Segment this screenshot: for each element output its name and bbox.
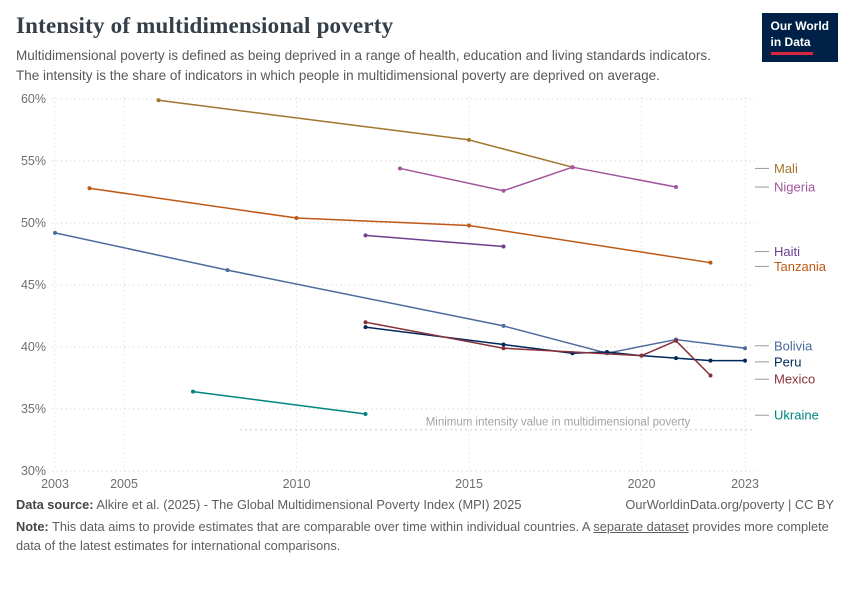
data-point-bolivia[interactable] [53, 231, 57, 236]
series-label-tanzania[interactable]: Tanzania [774, 259, 827, 274]
series-label-haiti[interactable]: Haiti [774, 244, 800, 259]
x-tick-label: 2023 [731, 477, 759, 491]
line-chart[interactable]: 2003 2005 2010 2015 2020 2023 30% 35% 40% 45% 50% 5… [0, 85, 850, 495]
x-tick-label: 2003 [41, 477, 69, 491]
y-tick-label: 45% [21, 278, 46, 292]
y-tick-label: 50% [21, 216, 46, 230]
x-tick-label: 2020 [628, 477, 656, 491]
data-point-peru[interactable] [674, 356, 678, 361]
data-point-tanzania[interactable] [708, 260, 713, 265]
data-point-ukraine[interactable] [363, 412, 368, 417]
series-label-mali[interactable]: Mali [774, 161, 798, 176]
chart-subtitle: Multidimensional poverty is defined as b… [16, 48, 711, 83]
series-line-nigeria[interactable] [399, 166, 677, 192]
header: Intensity of multidimensional poverty Mu… [0, 0, 850, 85]
y-tick-label: 55% [21, 154, 46, 168]
data-point-mexico[interactable] [501, 346, 506, 351]
data-point-peru[interactable] [743, 358, 747, 363]
y-tick-label: 40% [21, 340, 46, 354]
data-point-peru[interactable] [605, 350, 609, 355]
data-point-mali[interactable] [156, 98, 161, 103]
x-tick-label: 2015 [455, 477, 483, 491]
data-point-tanzania[interactable] [87, 186, 92, 191]
chart-area[interactable]: 2003 2005 2010 2015 2020 2023 30% 35% 40% 45% 50% 5… [0, 85, 850, 495]
series-label-peru[interactable]: Peru [774, 355, 801, 370]
chart-note: Note: This data aims to provide estimate… [16, 517, 834, 555]
series-label-mexico[interactable]: Mexico [774, 372, 815, 387]
separate-dataset-link[interactable]: separate dataset [593, 519, 689, 535]
logo-line2: in Data [770, 34, 811, 49]
data-point-ukraine[interactable] [191, 389, 195, 394]
data-point-peru[interactable] [501, 342, 506, 347]
owid-attribution-link[interactable]: OurWorldinData.org/poverty | CC BY [625, 497, 834, 513]
series-line-bolivia[interactable] [54, 232, 746, 355]
owid-logo[interactable]: Our World in Data [761, 13, 838, 63]
data-source-text: Alkire et al. (2025) - The Global Multid… [93, 497, 522, 513]
data-point-bolivia[interactable] [501, 324, 506, 329]
note-text-before: This data aims to provide estimates that… [48, 519, 594, 535]
data-point-bolivia[interactable] [743, 346, 747, 351]
data-point-nigeria[interactable] [501, 188, 506, 193]
note-label: Note: [16, 519, 49, 535]
series-label-bolivia[interactable]: Bolivia [774, 338, 813, 353]
series-line-mali[interactable] [158, 99, 573, 169]
x-tick-label: 2005 [110, 477, 138, 491]
series-line-tanzania[interactable] [89, 187, 711, 264]
data-point-mexico[interactable] [363, 320, 368, 325]
logo-line1: Our World [770, 19, 829, 33]
data-point-bolivia[interactable] [225, 268, 230, 273]
title-block: Intensity of multidimensional poverty Mu… [16, 13, 731, 85]
data-point-mexico[interactable] [708, 373, 713, 378]
logo-accent [770, 52, 813, 56]
min-intensity-annotation: Minimum intensity value in multidimensio… [426, 417, 691, 429]
data-source: Data source: Alkire et al. (2025) - The … [16, 497, 521, 512]
y-tick-label: 60% [21, 92, 46, 106]
data-point-mexico[interactable] [674, 338, 678, 343]
data-point-peru[interactable] [363, 325, 368, 330]
data-source-label: Data source: [16, 497, 94, 513]
data-point-tanzania[interactable] [467, 223, 471, 228]
data-point-peru[interactable] [708, 358, 713, 363]
series-line-haiti[interactable] [365, 234, 504, 248]
y-tick-label: 30% [21, 464, 46, 478]
page-title: Intensity of multidimensional poverty [16, 13, 394, 38]
x-tick-label: 2010 [283, 477, 311, 491]
series-line-ukraine[interactable] [192, 391, 366, 415]
data-point-tanzania[interactable] [294, 216, 299, 221]
chart-footer: Data source: Alkire et al. (2025) - The … [0, 495, 850, 555]
series-label-nigeria[interactable]: Nigeria [774, 180, 816, 195]
series-line-peru[interactable] [365, 326, 746, 362]
data-point-nigeria[interactable] [570, 165, 575, 170]
data-point-nigeria[interactable] [398, 166, 402, 171]
data-point-mali[interactable] [467, 138, 471, 143]
note-text-after: provides more complete data of the lates… [16, 519, 829, 554]
series-label-ukraine[interactable]: Ukraine [774, 408, 819, 423]
data-point-haiti[interactable] [363, 233, 368, 238]
y-tick-label: 35% [21, 402, 46, 416]
data-point-haiti[interactable] [501, 244, 506, 249]
data-point-mexico[interactable] [639, 353, 644, 358]
data-point-nigeria[interactable] [674, 185, 678, 190]
